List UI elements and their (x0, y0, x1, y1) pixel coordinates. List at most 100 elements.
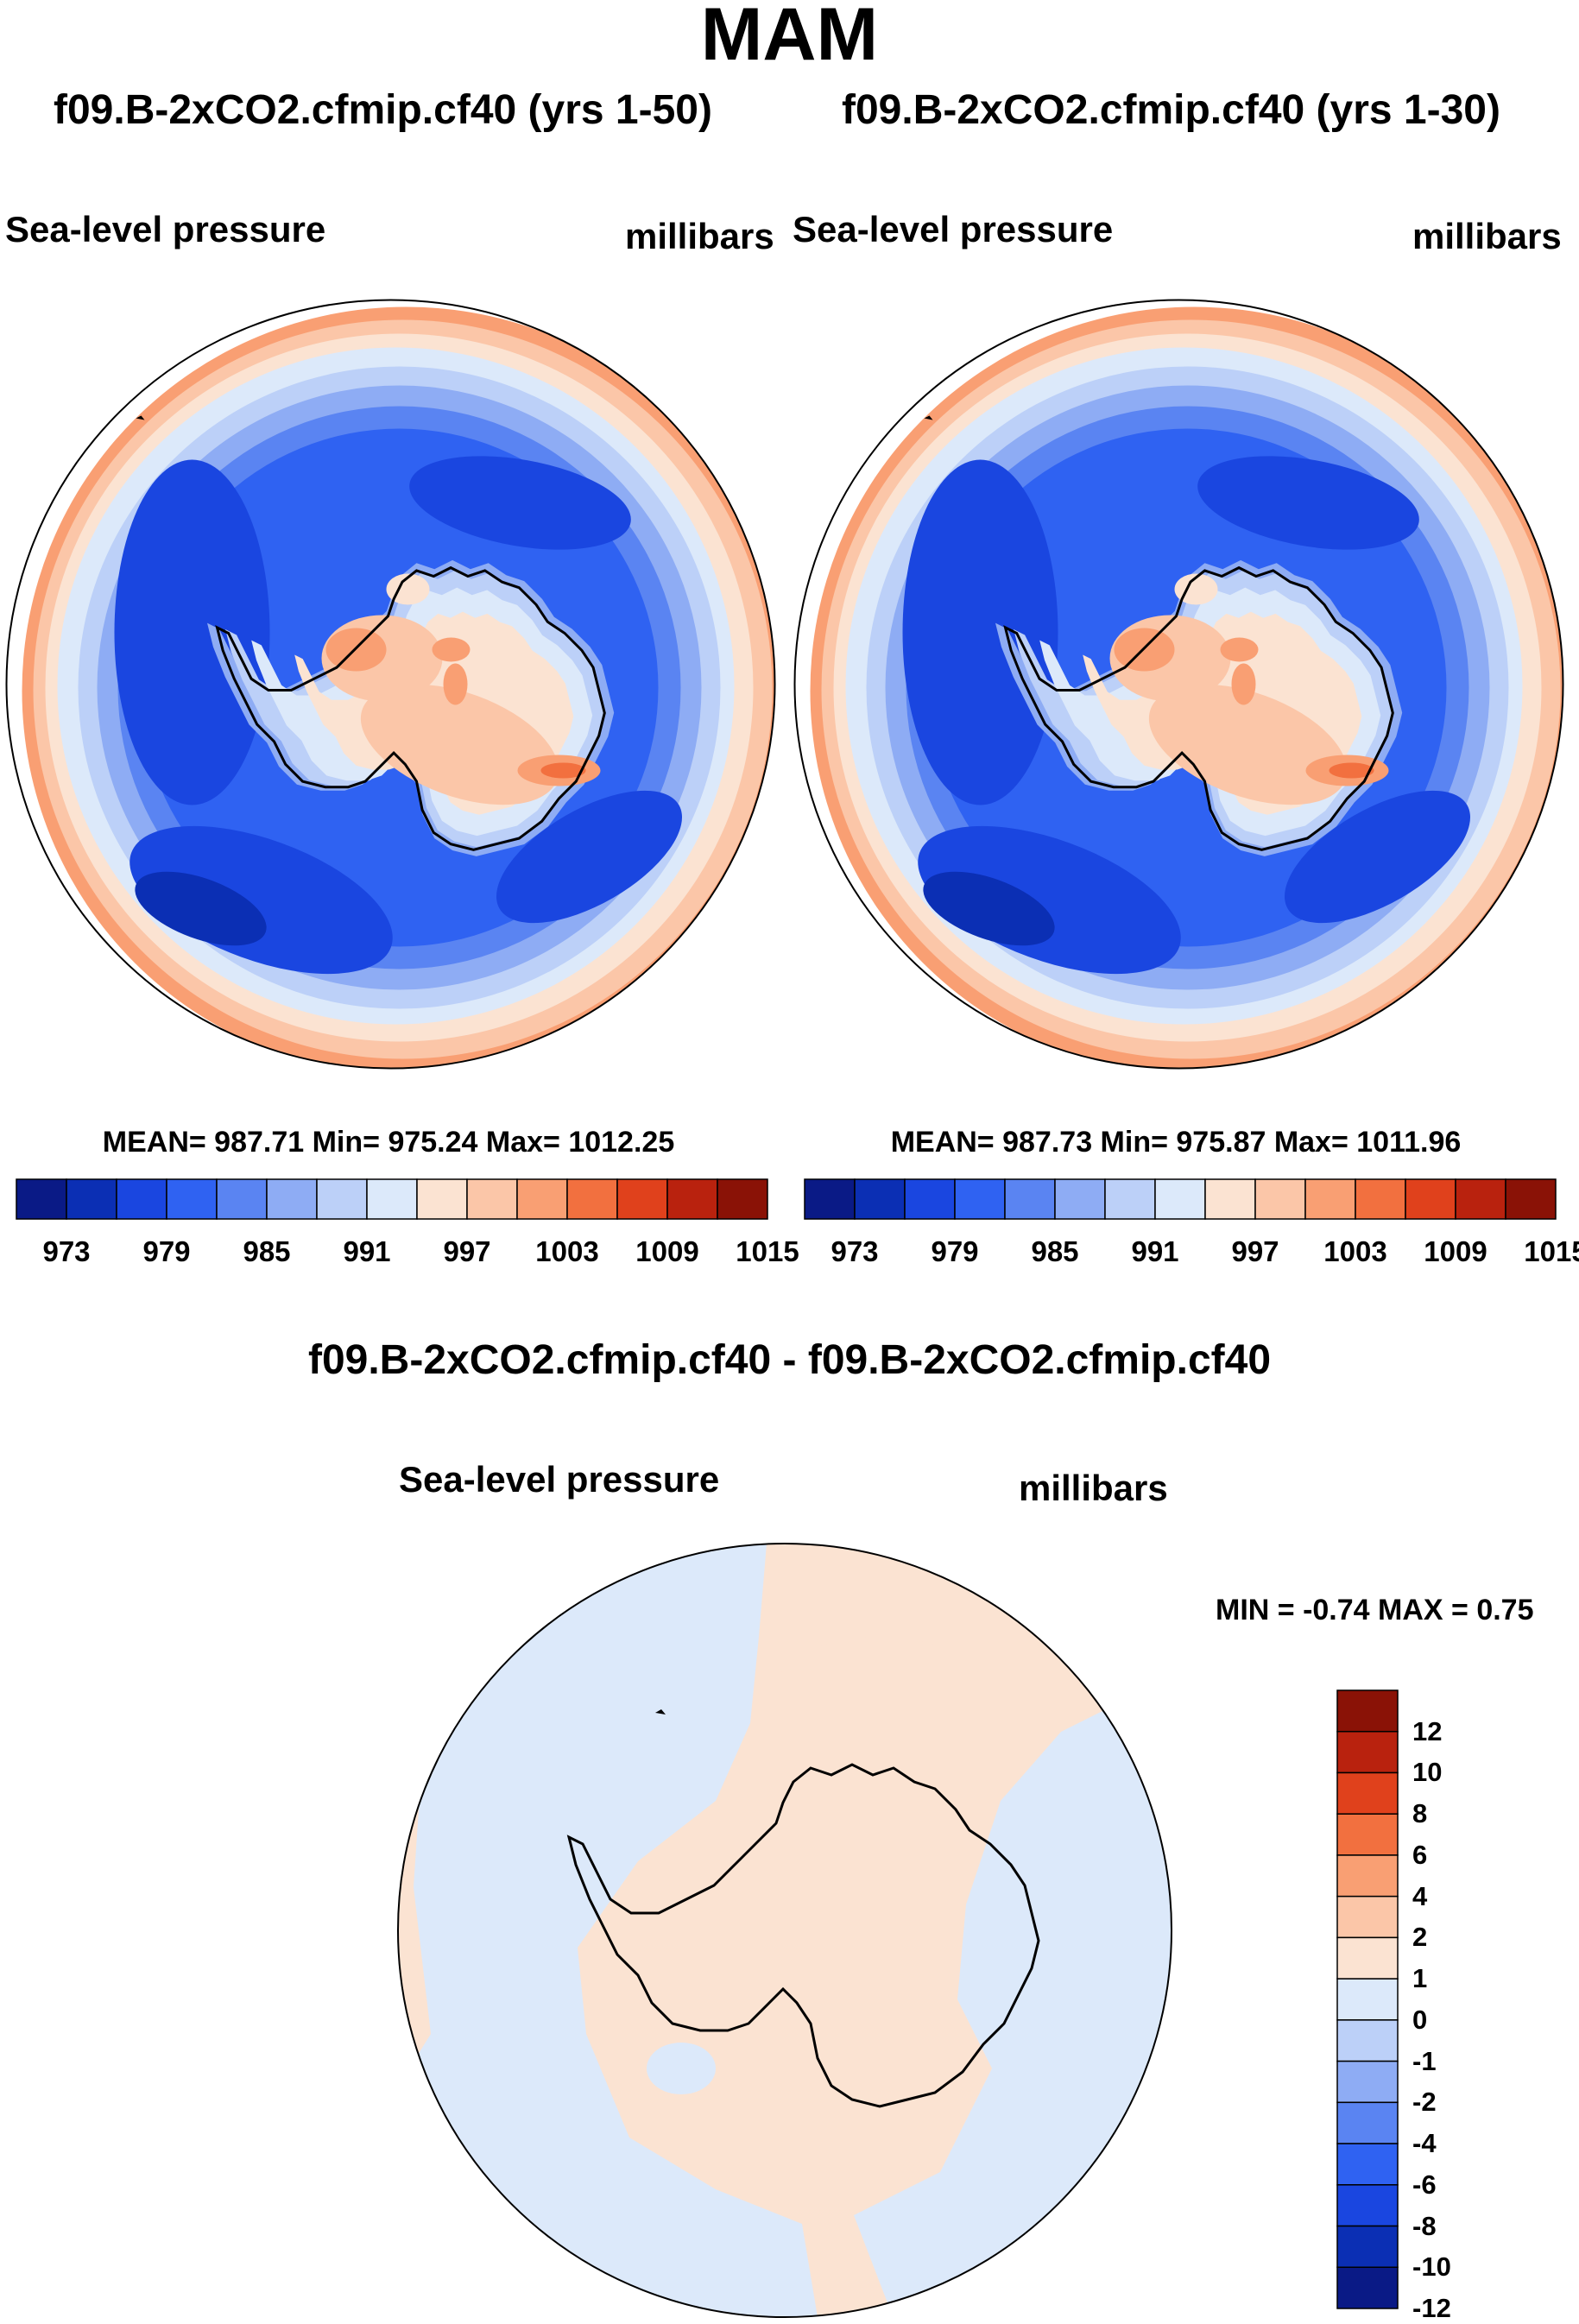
colorbar-tick-label: 991 (1131, 1235, 1179, 1267)
colorbar-bin (1336, 2101, 1399, 2144)
map-border (397, 1543, 1172, 2318)
diff-case-title: f09.B-2xCO2.cfmip.cf40 - f09.B-2xCO2.cfm… (307, 1337, 1272, 1383)
colorbar-tick-label: 4 (1412, 1880, 1428, 1911)
colorbar-tick-label: 1 (1412, 1963, 1428, 1994)
colorbar-tick-label: -2 (1412, 2087, 1437, 2118)
colorbar-bin (1336, 1936, 1399, 1980)
diff-units-label: millibars (1019, 1468, 1168, 1508)
colorbar-bin (1054, 1178, 1106, 1220)
high-pressure-cell (432, 637, 471, 662)
colorbar-bin (1336, 1689, 1399, 1733)
colorbar-tick-label: 1009 (1424, 1235, 1487, 1267)
island-outline (136, 415, 145, 420)
colorbar-bin (1505, 1178, 1557, 1220)
colorbar-tick-label: 1003 (535, 1235, 599, 1267)
positive-region (578, 1544, 1172, 2317)
low-pressure-cell (496, 790, 682, 924)
colorbar-tick-label: 973 (831, 1235, 879, 1267)
colorbar-bin (666, 1178, 718, 1220)
colorbar-bin (954, 1178, 1006, 1220)
colorbar-bin (1336, 1895, 1399, 1939)
colorbar-bin (1336, 2184, 1399, 2227)
right-units-label: millibars (1412, 216, 1562, 256)
colorbar-bin (1004, 1178, 1056, 1220)
colorbar-tick-label: 0 (1412, 2004, 1428, 2035)
map-border (5, 299, 776, 1070)
figure-title: MAM (700, 0, 879, 76)
right-variable-label: Sea-level pressure (793, 209, 1114, 249)
low-pressure-cell (1197, 456, 1419, 550)
colorbar-tick-label: -8 (1412, 2210, 1437, 2241)
colorbar-tick-label: 2 (1412, 1922, 1428, 1953)
colorbar-bin (1405, 1178, 1456, 1220)
colorbar-bin (1336, 2143, 1399, 2186)
map-border (793, 299, 1564, 1070)
colorbar-bin (804, 1178, 856, 1220)
colorbar-bin (1336, 1854, 1399, 1898)
colorbar-bin (1455, 1178, 1506, 1220)
high-pressure-cell (1220, 637, 1259, 662)
left-variable-label: Sea-level pressure (5, 209, 326, 249)
low-pressure-cell (409, 456, 631, 550)
colorbar-tick-label: 979 (931, 1235, 979, 1267)
colorbar-tick-label: 1015 (1524, 1235, 1579, 1267)
colorbar-tick-label: -1 (1412, 2045, 1437, 2076)
colorbar-bin (717, 1178, 768, 1220)
colorbar-tick-label: 8 (1412, 1798, 1428, 1829)
high-pressure-cell (1148, 684, 1348, 805)
colorbar-bin (466, 1178, 518, 1220)
right-case-title: f09.B-2xCO2.cfmip.cf40 (yrs 1-30) (842, 87, 1500, 133)
low-pressure-cell (135, 871, 267, 946)
colorbar-tick-label: 991 (343, 1235, 391, 1267)
left-colorbar (16, 1178, 768, 1220)
colorbar-bin (1154, 1178, 1206, 1220)
colorbar-bin (166, 1178, 218, 1220)
colorbar-bin (616, 1178, 668, 1220)
colorbar-bin (66, 1178, 117, 1220)
colorbar-bin (516, 1178, 568, 1220)
low-pressure-cell (918, 825, 1181, 975)
colorbar-bin (1336, 2266, 1399, 2309)
left-units-label: millibars (625, 216, 774, 256)
colorbar-tick-label: -4 (1412, 2128, 1437, 2159)
colorbar-tick-label: 6 (1412, 1839, 1428, 1870)
colorbar-bin (1104, 1178, 1156, 1220)
high-pressure-cell (360, 684, 559, 805)
colorbar-bin (216, 1178, 268, 1220)
left-stats-text: MEAN= 987.71 Min= 975.24 Max= 1012.25 (102, 1126, 675, 1159)
colorbar-tick-label: -6 (1412, 2169, 1437, 2200)
colorbar-bin (416, 1178, 468, 1220)
antarctica-coastline (215, 565, 606, 851)
colorbar-bin (854, 1178, 906, 1220)
colorbar-bin (1336, 1730, 1399, 1774)
low-pressure-cell (114, 459, 270, 805)
diff-minmax-text: MIN = -0.74 MAX = 0.75 (1216, 1594, 1534, 1626)
island-outline (924, 415, 933, 420)
left-polar-map (5, 299, 776, 1070)
island-outline (655, 1709, 666, 1715)
antarctica-coastline (566, 1763, 1040, 2108)
colorbar-tick-label: 12 (1412, 1715, 1443, 1746)
map-fill-group (810, 306, 1563, 1069)
colorbar-bin (566, 1178, 618, 1220)
map-fill-group (22, 306, 775, 1069)
colorbar-tick-label: 973 (42, 1235, 91, 1267)
low-pressure-cell (129, 825, 393, 975)
colorbar-bin (366, 1178, 418, 1220)
diff-colorbar (1336, 1689, 1399, 2309)
negative-region (647, 2043, 716, 2094)
colorbar-bin (1336, 2225, 1399, 2269)
colorbar-bin (1355, 1178, 1406, 1220)
colorbar-tick-label: 985 (243, 1235, 291, 1267)
colorbar-tick-label: 997 (443, 1235, 491, 1267)
colorbar-tick-label: 1003 (1323, 1235, 1387, 1267)
colorbar-bin (1204, 1178, 1256, 1220)
colorbar-tick-label: 985 (1031, 1235, 1079, 1267)
colorbar-bin (266, 1178, 318, 1220)
antarctica-coastline (1003, 565, 1394, 851)
low-pressure-cell (923, 871, 1055, 946)
right-polar-map (793, 299, 1564, 1070)
colorbar-tick-label: 997 (1231, 1235, 1279, 1267)
colorbar-bin (1304, 1178, 1356, 1220)
colorbar-bin (1336, 2060, 1399, 2104)
